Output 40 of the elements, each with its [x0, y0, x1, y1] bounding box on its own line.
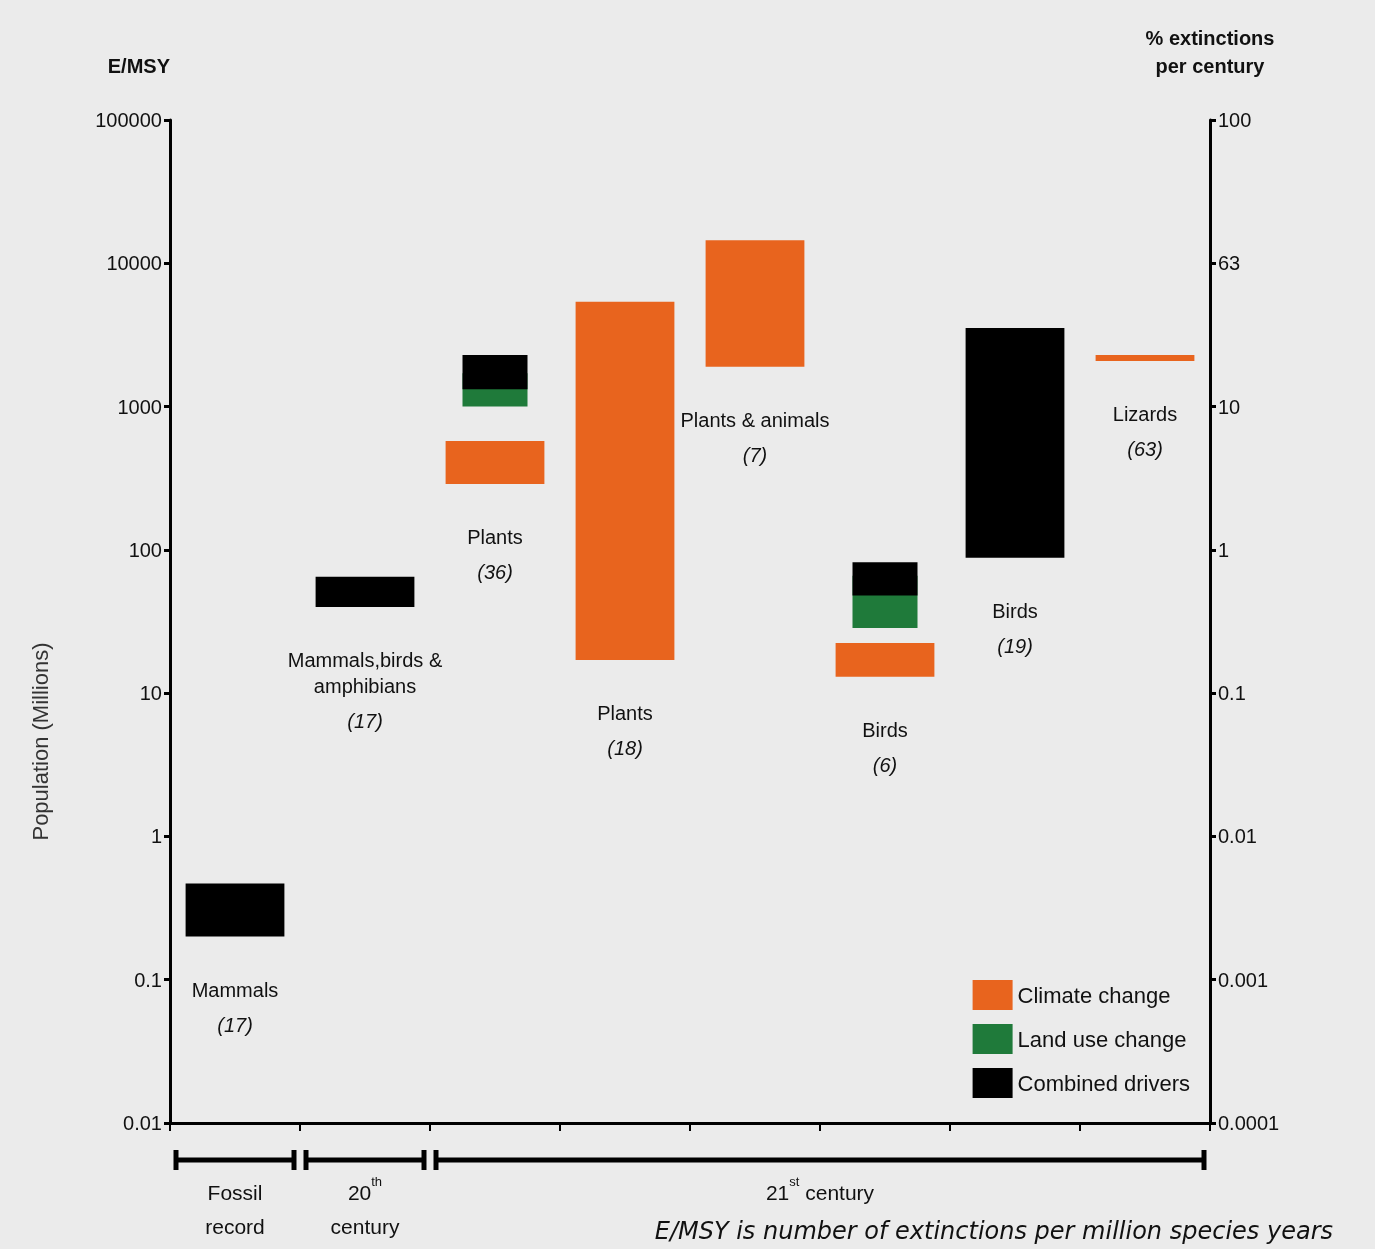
- category-label: 1: [1218, 538, 1230, 561]
- legend-label: Climate change: [1017, 982, 1171, 1008]
- x-tick-label: Mammals,birds & amphibians (17): [287, 648, 443, 732]
- y-tick-label: 100: [128, 538, 162, 561]
- bar: [705, 240, 805, 367]
- bar: [185, 883, 285, 937]
- category-label: 100: [1218, 109, 1252, 131]
- x-tick-label: Plants (18): [597, 702, 653, 760]
- text: Fossil record: [205, 1180, 265, 1238]
- bar: [965, 328, 1065, 558]
- x-tick-label: Plants (36): [467, 526, 523, 584]
- y-tick-label: 0.01: [123, 1112, 162, 1134]
- y-tick-label: 10000: [106, 252, 162, 275]
- bar: [315, 576, 415, 607]
- category-label: 0.1: [1218, 682, 1246, 705]
- category-label: 63: [1218, 252, 1241, 275]
- y-tick-label: 1000: [117, 395, 162, 418]
- legend-label: Land use change: [1017, 1026, 1187, 1052]
- category-label: 10: [1218, 395, 1241, 418]
- x-tick-label: Birds (6): [862, 718, 908, 776]
- y-axis-title: E/MSY: [107, 55, 171, 77]
- category-label: 0.01: [1218, 825, 1257, 848]
- bar: [835, 642, 935, 677]
- x-tick-label: Mammals (17): [191, 978, 279, 1036]
- x-tick-label: Lizards (63): [1112, 403, 1178, 460]
- x-tick-label: Plants & animals (7): [680, 408, 830, 466]
- category-label: 0.0001: [1218, 1112, 1280, 1134]
- bar: [575, 301, 675, 661]
- y-tick-label: 100000: [95, 109, 162, 131]
- y-tick-label: 1: [150, 825, 162, 848]
- bar: [1095, 355, 1195, 361]
- y2-axis-title: % extinctions per century: [1145, 27, 1275, 77]
- text: E/MSY is number of extinctions per million species years: [654, 1217, 1333, 1245]
- bar: [445, 441, 545, 485]
- y-tick-label: 10: [139, 682, 162, 705]
- legend-label: Combined drivers: [1017, 1070, 1190, 1096]
- text: Population (Millions): [27, 642, 53, 841]
- x-tick-label: Birds (19): [992, 599, 1038, 657]
- category-label: 0.001: [1218, 968, 1269, 991]
- y-tick-label: 0.1: [134, 968, 162, 991]
